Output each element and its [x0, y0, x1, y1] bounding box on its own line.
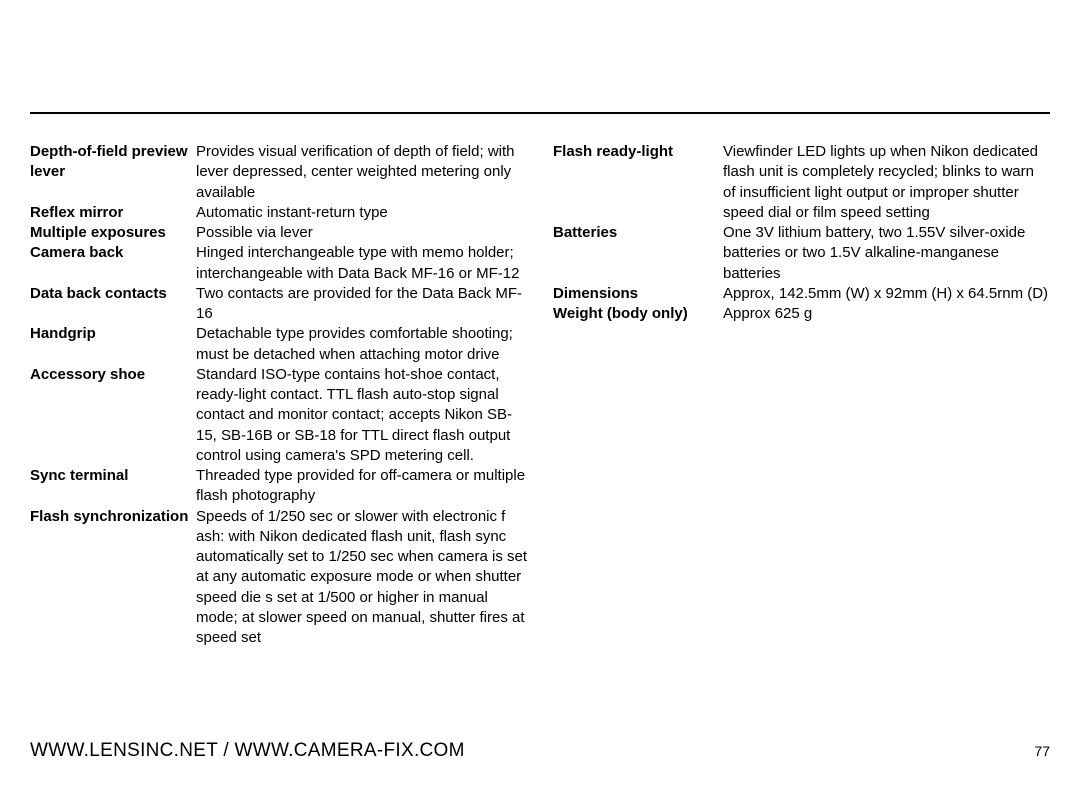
spec-row: Handgrip Detachable type provides comfor…: [30, 324, 527, 365]
spec-label: Flash ready-light: [553, 142, 723, 162]
spec-label: Camera back: [30, 243, 196, 263]
spec-label: Handgrip: [30, 324, 196, 344]
spec-value: Approx, 142.5mm (W) x 92mm (H) x 64.5rnm…: [723, 284, 1050, 304]
page-footer: WWW.LENSINC.NET / WWW.CAMERA-FIX.COM 77: [30, 740, 1050, 762]
spec-label: Batteries: [553, 223, 723, 243]
spec-value: Approx 625 g: [723, 304, 1050, 324]
spec-row: Weight (body only) Approx 625 g: [553, 304, 1050, 324]
spec-value: Threaded type provided for off-camera or…: [196, 466, 527, 507]
spec-value: Detachable type provides comfortable sho…: [196, 324, 527, 365]
spec-value: Hinged interchangeable type with memo ho…: [196, 243, 527, 284]
page-number: 77: [1034, 743, 1050, 759]
spec-value: Viewfinder LED lights up when Nikon dedi…: [723, 142, 1050, 223]
spec-label: Multiple exposures: [30, 223, 196, 243]
spec-label: Weight (body only): [553, 304, 723, 324]
horizontal-rule: [30, 112, 1050, 114]
left-column: Depth-of-field preview lever Provides vi…: [30, 142, 527, 648]
spec-row: Flash synchronization Speeds of 1/250 se…: [30, 507, 527, 649]
spec-value: Possible via lever: [196, 223, 527, 243]
spec-value: Two contacts are provided for the Data B…: [196, 284, 527, 325]
spec-row: Reflex mirror Automatic instant-return t…: [30, 203, 527, 223]
specifications-content: Depth-of-field preview lever Provides vi…: [30, 142, 1050, 648]
spec-row: Accessory shoe Standard ISO-type contain…: [30, 365, 527, 466]
spec-row: Camera back Hinged interchangeable type …: [30, 243, 527, 284]
spec-value: Automatic instant-return type: [196, 203, 527, 223]
footer-url-text: WWW.LENSINC.NET / WWW.CAMERA-FIX.COM: [30, 740, 465, 762]
spec-label: Depth-of-field preview lever: [30, 142, 196, 183]
spec-label: Dimensions: [553, 284, 723, 304]
spec-label: Data back contacts: [30, 284, 196, 304]
spec-value: Standard ISO-type contains hot-shoe cont…: [196, 365, 527, 466]
spec-label: Accessory shoe: [30, 365, 196, 385]
spec-label: Sync terminal: [30, 466, 196, 486]
spec-value: Provides visual verification of depth of…: [196, 142, 527, 203]
spec-label: Reflex mirror: [30, 203, 196, 223]
spec-row: Sync terminal Threaded type provided for…: [30, 466, 527, 507]
right-column: Flash ready-light Viewfinder LED lights …: [553, 142, 1050, 648]
spec-row: Multiple exposures Possible via lever: [30, 223, 527, 243]
spec-row: Depth-of-field preview lever Provides vi…: [30, 142, 527, 203]
spec-row: Dimensions Approx, 142.5mm (W) x 92mm (H…: [553, 284, 1050, 304]
spec-row: Data back contacts Two contacts are prov…: [30, 284, 527, 325]
spec-row: Batteries One 3V lithium battery, two 1.…: [553, 223, 1050, 284]
spec-label: Flash synchronization: [30, 507, 196, 527]
spec-value: Speeds of 1/250 sec or slower with elect…: [196, 507, 527, 649]
spec-row: Flash ready-light Viewfinder LED lights …: [553, 142, 1050, 223]
spec-value: One 3V lithium battery, two 1.55V silver…: [723, 223, 1050, 284]
